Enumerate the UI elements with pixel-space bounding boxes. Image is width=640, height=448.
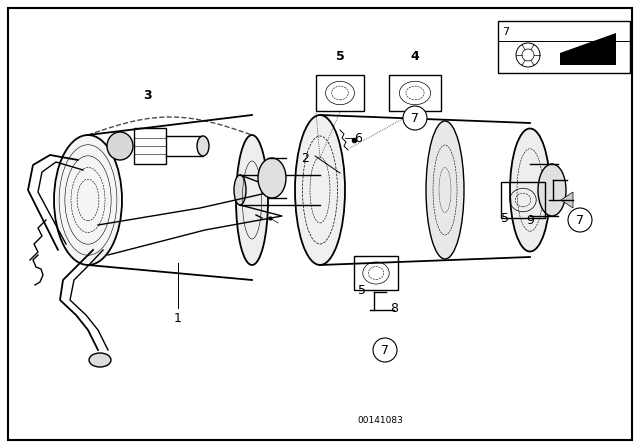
Text: 00141083: 00141083	[357, 415, 403, 425]
Ellipse shape	[236, 135, 268, 265]
Ellipse shape	[107, 132, 133, 160]
Circle shape	[568, 208, 592, 232]
Bar	[316, 75, 364, 111]
Text: 1: 1	[174, 311, 182, 324]
Circle shape	[373, 338, 397, 362]
Ellipse shape	[295, 115, 345, 265]
Text: 6: 6	[354, 132, 362, 145]
Ellipse shape	[89, 353, 111, 367]
Bar	[560, 53, 616, 65]
Text: 5: 5	[501, 211, 509, 224]
Text: 5: 5	[358, 284, 366, 297]
Text: 9: 9	[526, 214, 534, 227]
Text: 3: 3	[144, 89, 152, 102]
Circle shape	[403, 106, 427, 130]
Text: 4: 4	[411, 49, 419, 63]
Bar	[501, 182, 545, 218]
Ellipse shape	[197, 136, 209, 156]
Ellipse shape	[426, 121, 464, 259]
Bar	[389, 75, 441, 111]
Bar	[354, 256, 398, 290]
Ellipse shape	[538, 164, 566, 216]
Ellipse shape	[258, 158, 286, 198]
Text: 2: 2	[301, 151, 309, 164]
Circle shape	[516, 43, 540, 67]
Polygon shape	[561, 192, 573, 208]
Polygon shape	[560, 33, 616, 53]
Text: 7: 7	[502, 27, 509, 37]
Ellipse shape	[510, 129, 550, 251]
Ellipse shape	[54, 135, 122, 265]
Bar	[134, 128, 166, 164]
Text: 8: 8	[390, 302, 398, 314]
Text: 7: 7	[381, 344, 389, 357]
Text: 7: 7	[576, 214, 584, 227]
Bar	[498, 21, 630, 73]
Text: 5: 5	[335, 49, 344, 63]
Ellipse shape	[234, 175, 246, 205]
Text: 7: 7	[411, 112, 419, 125]
